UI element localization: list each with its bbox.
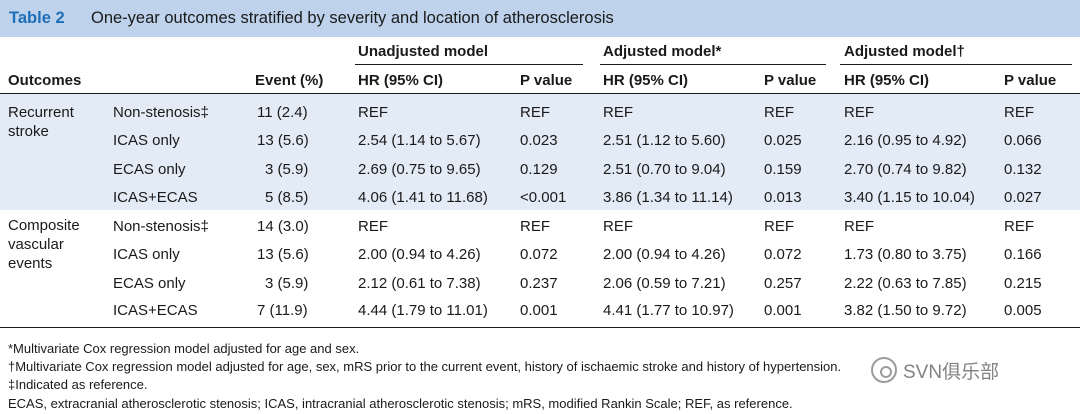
header-hr-1: HR (95% CI) [358,72,444,89]
cell-event: 13 (5.6) [257,246,309,263]
outcome-label-line: stroke [8,123,49,140]
cell-hr-adjusted-2: 3.82 (1.50 to 9.72) [844,302,967,319]
footnote: ECAS, extracranial atherosclerotic steno… [8,396,793,411]
cell-p-unadjusted: REF [520,218,550,235]
cell-group: ECAS only [113,161,186,178]
cell-p-unadjusted: 0.072 [520,246,558,263]
outcome-label-line: events [8,255,53,272]
cell-group: ICAS+ECAS [113,189,198,206]
cell-hr-adjusted-1: 2.06 (0.59 to 7.21) [603,275,726,292]
cell-p-adjusted-2: 0.066 [1004,132,1042,149]
cell-p-unadjusted: 0.001 [520,302,558,319]
cell-p-unadjusted: 0.237 [520,275,558,292]
cell-p-adjusted-2: 0.132 [1004,161,1042,178]
cell-event: 5 (8.5) [265,189,309,206]
cell-hr-adjusted-2: 2.22 (0.63 to 7.85) [844,275,967,292]
cell-event: 14 (3.0) [257,218,309,235]
footnote: *Multivariate Cox regression model adjus… [8,341,360,356]
watermark: SVN俱乐部 [871,354,1046,386]
header-hr-2: HR (95% CI) [603,72,689,89]
cell-p-adjusted-1: 0.072 [764,246,802,263]
header-adjusted-model-1: Adjusted model* [603,43,722,60]
table-title: One-year outcomes stratified by severity… [91,9,614,27]
footnote: ‡Indicated as reference. [8,377,148,392]
cell-hr-unadjusted: 2.00 (0.94 to 4.26) [358,246,481,263]
cell-hr-adjusted-1: 4.41 (1.77 to 10.97) [603,302,734,319]
cell-hr-unadjusted: REF [358,104,388,121]
cell-p-unadjusted: 0.023 [520,132,558,149]
header-p-2: P value [764,72,817,89]
cell-p-adjusted-1: 0.159 [764,161,802,178]
cell-hr-unadjusted: 2.69 (0.75 to 9.65) [358,161,481,178]
cell-p-adjusted-2: 0.005 [1004,302,1042,319]
cell-hr-adjusted-1: 3.86 (1.34 to 11.14) [603,189,733,206]
cell-hr-adjusted-2: 3.40 (1.15 to 10.04) [844,189,975,206]
cell-p-adjusted-2: 0.027 [1004,189,1042,206]
cell-hr-adjusted-2: 2.70 (0.74 to 9.82) [844,161,967,178]
header-adjusted-model-2: Adjusted model† [844,43,965,60]
table-bottom-rule [0,327,1080,328]
cell-p-adjusted-1: 0.025 [764,132,802,149]
cell-p-unadjusted: 0.129 [520,161,558,178]
cell-p-unadjusted: REF [520,104,550,121]
cell-p-adjusted-1: 0.001 [764,302,802,319]
cell-group: ICAS only [113,246,180,263]
cell-p-unadjusted: <0.001 [520,189,567,206]
header-p-3: P value [1004,72,1057,89]
group-underline-3 [840,64,1072,65]
header-rule [0,93,1080,94]
cell-event: 3 (5.9) [265,161,309,178]
cell-event: 11 (2.4) [257,104,308,121]
cell-event: 13 (5.6) [257,132,309,149]
cell-hr-adjusted-1: 2.00 (0.94 to 4.26) [603,246,726,263]
cell-hr-unadjusted: 2.12 (0.61 to 7.38) [358,275,481,292]
outcome-label-line: vascular [8,236,64,253]
header-outcomes: Outcomes [8,72,82,89]
header-hr-3: HR (95% CI) [844,72,930,89]
cell-hr-adjusted-2: 2.16 (0.95 to 4.92) [844,132,967,149]
header-p-1: P value [520,72,573,89]
cell-p-adjusted-2: 0.215 [1004,275,1042,292]
cell-p-adjusted-2: 0.166 [1004,246,1042,263]
cell-group: ICAS+ECAS [113,302,198,319]
cell-hr-unadjusted: 4.06 (1.41 to 11.68) [358,189,488,206]
cell-p-adjusted-2: REF [1004,104,1034,121]
group-underline-1 [355,64,583,65]
cell-hr-adjusted-1: 2.51 (1.12 to 5.60) [603,132,726,149]
header-event: Event (%) [255,72,324,89]
cell-hr-adjusted-1: REF [603,218,633,235]
cell-group: Non-stenosis‡ [113,104,209,121]
cell-hr-adjusted-2: REF [844,218,874,235]
cell-hr-adjusted-2: REF [844,104,874,121]
cell-hr-unadjusted: 2.54 (1.14 to 5.67) [358,132,481,149]
section-band-recurrent-stroke [0,94,1080,210]
cell-p-adjusted-2: REF [1004,218,1034,235]
outcome-label-line: Composite [8,217,80,234]
table-label: Table 2 [9,9,65,27]
cell-hr-adjusted-1: 2.51 (0.70 to 9.04) [603,161,726,178]
cell-hr-unadjusted: REF [358,218,388,235]
cell-event: 3 (5.9) [265,275,309,292]
cell-p-adjusted-1: REF [764,218,794,235]
cell-group: ICAS only [113,132,180,149]
cell-group: ECAS only [113,275,186,292]
cell-hr-adjusted-1: REF [603,104,633,121]
wechat-official-account-icon [871,357,897,383]
outcome-label-line: Recurrent [8,104,74,121]
cell-hr-adjusted-2: 1.73 (0.80 to 3.75) [844,246,967,263]
cell-p-adjusted-1: REF [764,104,794,121]
cell-p-adjusted-1: 0.013 [764,189,802,206]
watermark-text: SVN俱乐部 [903,361,1000,383]
footnote: †Multivariate Cox regression model adjus… [8,359,842,374]
cell-group: Non-stenosis‡ [113,218,209,235]
cell-event: 7 (11.9) [257,302,308,319]
header-unadjusted-model: Unadjusted model [358,43,489,60]
cell-p-adjusted-1: 0.257 [764,275,802,292]
table-title-bar: Table 2 One-year outcomes stratified by … [0,0,1080,37]
cell-hr-unadjusted: 4.44 (1.79 to 11.01) [358,302,488,319]
group-underline-2 [600,64,826,65]
